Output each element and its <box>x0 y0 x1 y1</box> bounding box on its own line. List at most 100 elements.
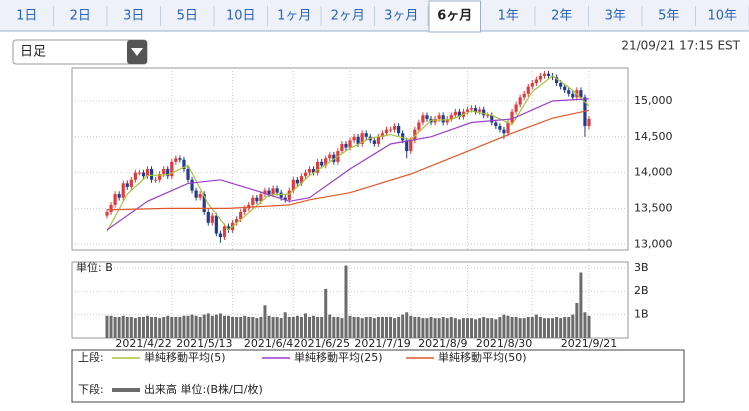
tab[interactable]: 2年 <box>551 9 572 24</box>
volume-bar <box>344 265 348 338</box>
candle-body <box>546 73 551 76</box>
legend-label: 単純移動平均(50) <box>438 350 527 364</box>
tab[interactable]: 3年 <box>605 9 626 24</box>
candle-body <box>113 194 117 205</box>
candle-body <box>352 136 356 141</box>
volume-bar <box>486 318 490 338</box>
volume-bar <box>231 316 235 338</box>
legend-label: 単純移動平均(25) <box>294 350 383 364</box>
candle-body <box>567 90 571 94</box>
candle-body <box>376 136 380 144</box>
volume-bar <box>113 316 117 338</box>
volume-bar <box>360 318 364 338</box>
volume-bar <box>522 318 526 338</box>
volume-bar <box>461 318 465 338</box>
candle-body <box>344 143 348 148</box>
volume-bar <box>263 305 267 338</box>
candle-body <box>563 86 567 91</box>
volume-bar <box>453 318 457 338</box>
y-tick-label: 13,500 <box>634 201 673 214</box>
volume-bar <box>251 316 255 338</box>
candle-body <box>486 115 490 117</box>
tab-selected[interactable] <box>428 0 481 33</box>
legend-label: 出来高 単位:(B株/口/枚) <box>144 382 263 396</box>
candle-body <box>235 219 239 223</box>
candle-body <box>453 111 457 116</box>
tab[interactable]: 1ヶ月 <box>277 9 311 24</box>
tab[interactable]: 2ヶ月 <box>331 9 365 24</box>
volume-bar <box>121 315 125 338</box>
volume-bar <box>380 316 384 338</box>
volume-bar <box>470 318 474 338</box>
candle-body <box>316 161 320 173</box>
candle-body <box>401 133 405 141</box>
candle-body <box>137 172 142 174</box>
volume-bar <box>332 316 336 338</box>
tab[interactable]: 2日 <box>70 9 91 24</box>
volume-bar <box>109 315 113 338</box>
tab[interactable]: 10年 <box>707 9 737 24</box>
candle-body <box>388 129 393 131</box>
candle-body <box>194 190 198 198</box>
volume-bar <box>312 315 316 338</box>
volume-bar <box>530 316 534 338</box>
y-tick-label: 14,000 <box>634 166 673 179</box>
volume-bar <box>579 272 583 338</box>
candle-body <box>490 115 494 123</box>
candle-body <box>121 183 125 198</box>
tab[interactable]: 5日 <box>177 9 198 24</box>
candle-body <box>307 169 312 173</box>
volume-bar <box>413 316 417 338</box>
candle-body <box>226 226 231 230</box>
candle-body <box>469 108 474 110</box>
tab[interactable]: 5年 <box>658 9 679 24</box>
volume-bar <box>328 314 332 338</box>
candle-body <box>141 172 146 177</box>
candle-body <box>356 136 360 144</box>
candle-body <box>291 179 295 191</box>
volume-bar <box>482 316 486 338</box>
tab[interactable]: 3ヶ月 <box>384 9 418 24</box>
volume-bar <box>429 316 433 338</box>
tab[interactable]: 1日 <box>16 9 37 24</box>
candle-body <box>498 126 502 130</box>
candle-body <box>542 73 547 76</box>
candle-body <box>465 109 470 112</box>
volume-bar <box>227 315 231 338</box>
volume-bar <box>275 316 279 338</box>
volume-bar <box>239 316 243 338</box>
timestamp: 21/09/21 17:15 EST <box>621 39 740 53</box>
tab[interactable]: 1年 <box>498 9 519 24</box>
candle-body <box>441 115 445 123</box>
tab[interactable]: 3日 <box>123 9 144 24</box>
volume-bar <box>421 318 425 338</box>
volume-bar <box>295 315 299 338</box>
candle-body <box>530 83 534 87</box>
candle-body <box>182 159 186 170</box>
volume-bar <box>154 316 158 338</box>
volume-bar <box>526 316 530 338</box>
candle-body <box>559 83 563 87</box>
candle-body <box>239 212 243 220</box>
tab[interactable]: 10日 <box>226 9 256 24</box>
volume-bar <box>194 315 198 338</box>
volume-bar <box>243 315 247 338</box>
volume-bar <box>210 315 214 338</box>
dropdown-label[interactable]: 日足 <box>20 45 46 60</box>
volume-bar <box>563 316 567 338</box>
candle-body <box>255 197 259 202</box>
x-tick-label: 2021/6/4 <box>244 337 293 350</box>
legend-box <box>71 349 685 403</box>
candle-body <box>437 115 441 119</box>
candle-body <box>202 194 206 213</box>
tab[interactable]: 6ヶ月 <box>437 9 472 24</box>
volume-bar <box>409 315 413 338</box>
volume-bar <box>441 316 445 338</box>
candle-body <box>145 169 150 177</box>
y-tick-label: 3B <box>634 261 649 274</box>
volume-bar <box>340 318 344 338</box>
candle-body <box>186 169 190 180</box>
candle-body <box>299 176 304 184</box>
volume-bar <box>437 318 441 338</box>
x-tick-label: 2021/6/25 <box>294 337 350 350</box>
